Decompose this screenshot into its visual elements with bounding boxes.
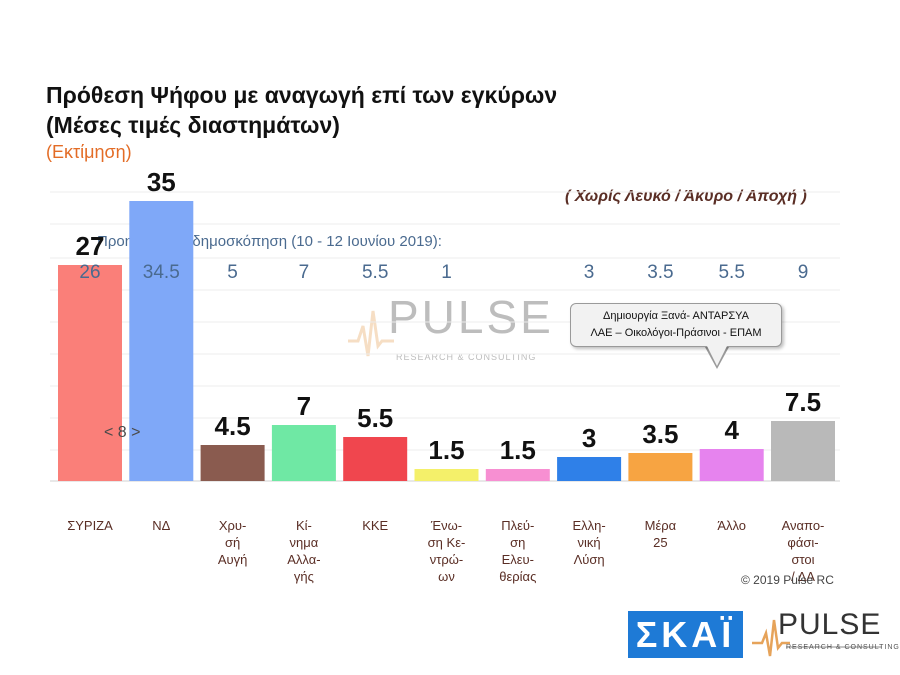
category-label-1: ΝΔ xyxy=(152,518,170,533)
category-label-5: ων xyxy=(438,569,455,584)
bar-6 xyxy=(485,469,550,481)
category-label-4: ΚΚΕ xyxy=(362,518,388,533)
others-callout: Δημιουργία Ξανά- ΑΝΤΑΡΣΥΑ ΛΑΕ – Οικολόγο… xyxy=(570,303,782,347)
slide-nav-indicator[interactable]: < 8 > xyxy=(104,424,141,441)
pulse-logo-text: PULSE xyxy=(778,608,882,641)
watermark-subtext: RESEARCH & CONSULTING xyxy=(396,352,537,362)
value-label-0: 27 xyxy=(76,231,105,261)
bar-0 xyxy=(58,265,122,481)
copyright: © 2019 Pulse RC xyxy=(741,573,834,587)
category-label-6: Ελευ- xyxy=(502,552,534,567)
previous-value-8: 3.5 xyxy=(647,262,673,283)
bar-10 xyxy=(771,421,835,481)
chart-title-line2: (Μέσες τιμές διαστημάτων) xyxy=(46,112,340,138)
value-label-8: 3.5 xyxy=(642,419,678,449)
previous-value-4: 5.5 xyxy=(362,262,388,283)
previous-value-7: 3 xyxy=(584,262,595,283)
value-label-7: 3 xyxy=(582,423,596,453)
category-label-5: ση Κε- xyxy=(428,535,466,550)
category-label-2: Αυγή xyxy=(218,552,248,567)
previous-value-10: 9 xyxy=(798,262,809,283)
category-label-3: γής xyxy=(294,569,314,584)
category-label-8: 25 xyxy=(653,535,667,550)
callout-line2: ΛΑΕ – Οικολόγοι-Πράσινοι - ΕΠΑΜ xyxy=(590,327,762,339)
chart-title: Πρόθεση Ψήφου με αναγωγή επί των εγκύρων… xyxy=(46,80,557,140)
category-label-7: νική xyxy=(578,535,601,550)
value-label-4: 5.5 xyxy=(357,403,393,433)
category-label-5: Ένω- xyxy=(430,518,462,533)
value-label-10: 7.5 xyxy=(785,387,821,417)
category-label-6: ση xyxy=(510,535,525,550)
previous-value-2: 5 xyxy=(227,262,238,283)
bar-4 xyxy=(343,437,408,481)
category-label-2: σή xyxy=(225,535,240,550)
category-label-10: φάσι- xyxy=(787,535,818,550)
bar-8 xyxy=(628,453,693,481)
bar-2 xyxy=(200,445,265,481)
bar-5 xyxy=(414,469,479,481)
category-label-10: στοι xyxy=(791,552,814,567)
category-label-3: Αλλα- xyxy=(287,552,320,567)
category-label-8: Μέρα xyxy=(645,518,677,533)
category-label-10: / ΔΑ xyxy=(791,569,815,584)
value-label-6: 1.5 xyxy=(500,435,536,465)
bar-3 xyxy=(271,425,336,481)
category-label-10: Αναπο- xyxy=(782,518,825,533)
category-label-2: Χρυ- xyxy=(219,518,247,533)
previous-value-3: 7 xyxy=(299,262,310,283)
value-label-1: 35 xyxy=(147,167,176,197)
previous-value-1: 34.5 xyxy=(143,262,180,283)
category-label-0: ΣΥΡΙΖΑ xyxy=(67,518,113,533)
value-label-5: 1.5 xyxy=(428,435,464,465)
category-label-9: Άλλο xyxy=(717,518,746,533)
chart-title-line1: Πρόθεση Ψήφου με αναγωγή επί των εγκύρων xyxy=(46,82,558,108)
bar-1 xyxy=(129,201,194,481)
category-label-5: ντρώ- xyxy=(430,552,464,567)
skai-logo: ΣΚΑΪ xyxy=(628,611,743,658)
previous-value-9: 5.5 xyxy=(718,262,744,283)
estimate-label: (Εκτίμηση) xyxy=(46,142,132,162)
pulse-logo-subtext: RESEARCH & CONSULTING xyxy=(786,644,900,651)
previous-value-0: 26 xyxy=(79,262,100,283)
category-label-3: Κί- xyxy=(296,518,312,533)
category-label-7: Λύση xyxy=(574,552,605,567)
pulse-logo-icon xyxy=(752,619,882,657)
category-label-3: νημα xyxy=(290,535,319,550)
value-label-3: 7 xyxy=(297,391,311,421)
watermark-text: PULSE xyxy=(388,291,554,343)
previous-value-5: 1 xyxy=(441,262,452,283)
category-label-6: θερίας xyxy=(499,569,536,584)
bar-9 xyxy=(699,449,764,481)
category-label-7: Ελλη- xyxy=(572,518,605,533)
pulse-watermark-icon xyxy=(348,310,394,357)
value-label-2: 4.5 xyxy=(215,411,251,441)
category-label-6: Πλεύ- xyxy=(501,518,534,533)
bar-7 xyxy=(557,457,622,481)
callout-tail xyxy=(707,346,727,366)
callout-line1: Δημιουργία Ξανά- ΑΝΤΑΡΣΥΑ xyxy=(603,310,749,322)
value-label-9: 4 xyxy=(724,415,739,445)
